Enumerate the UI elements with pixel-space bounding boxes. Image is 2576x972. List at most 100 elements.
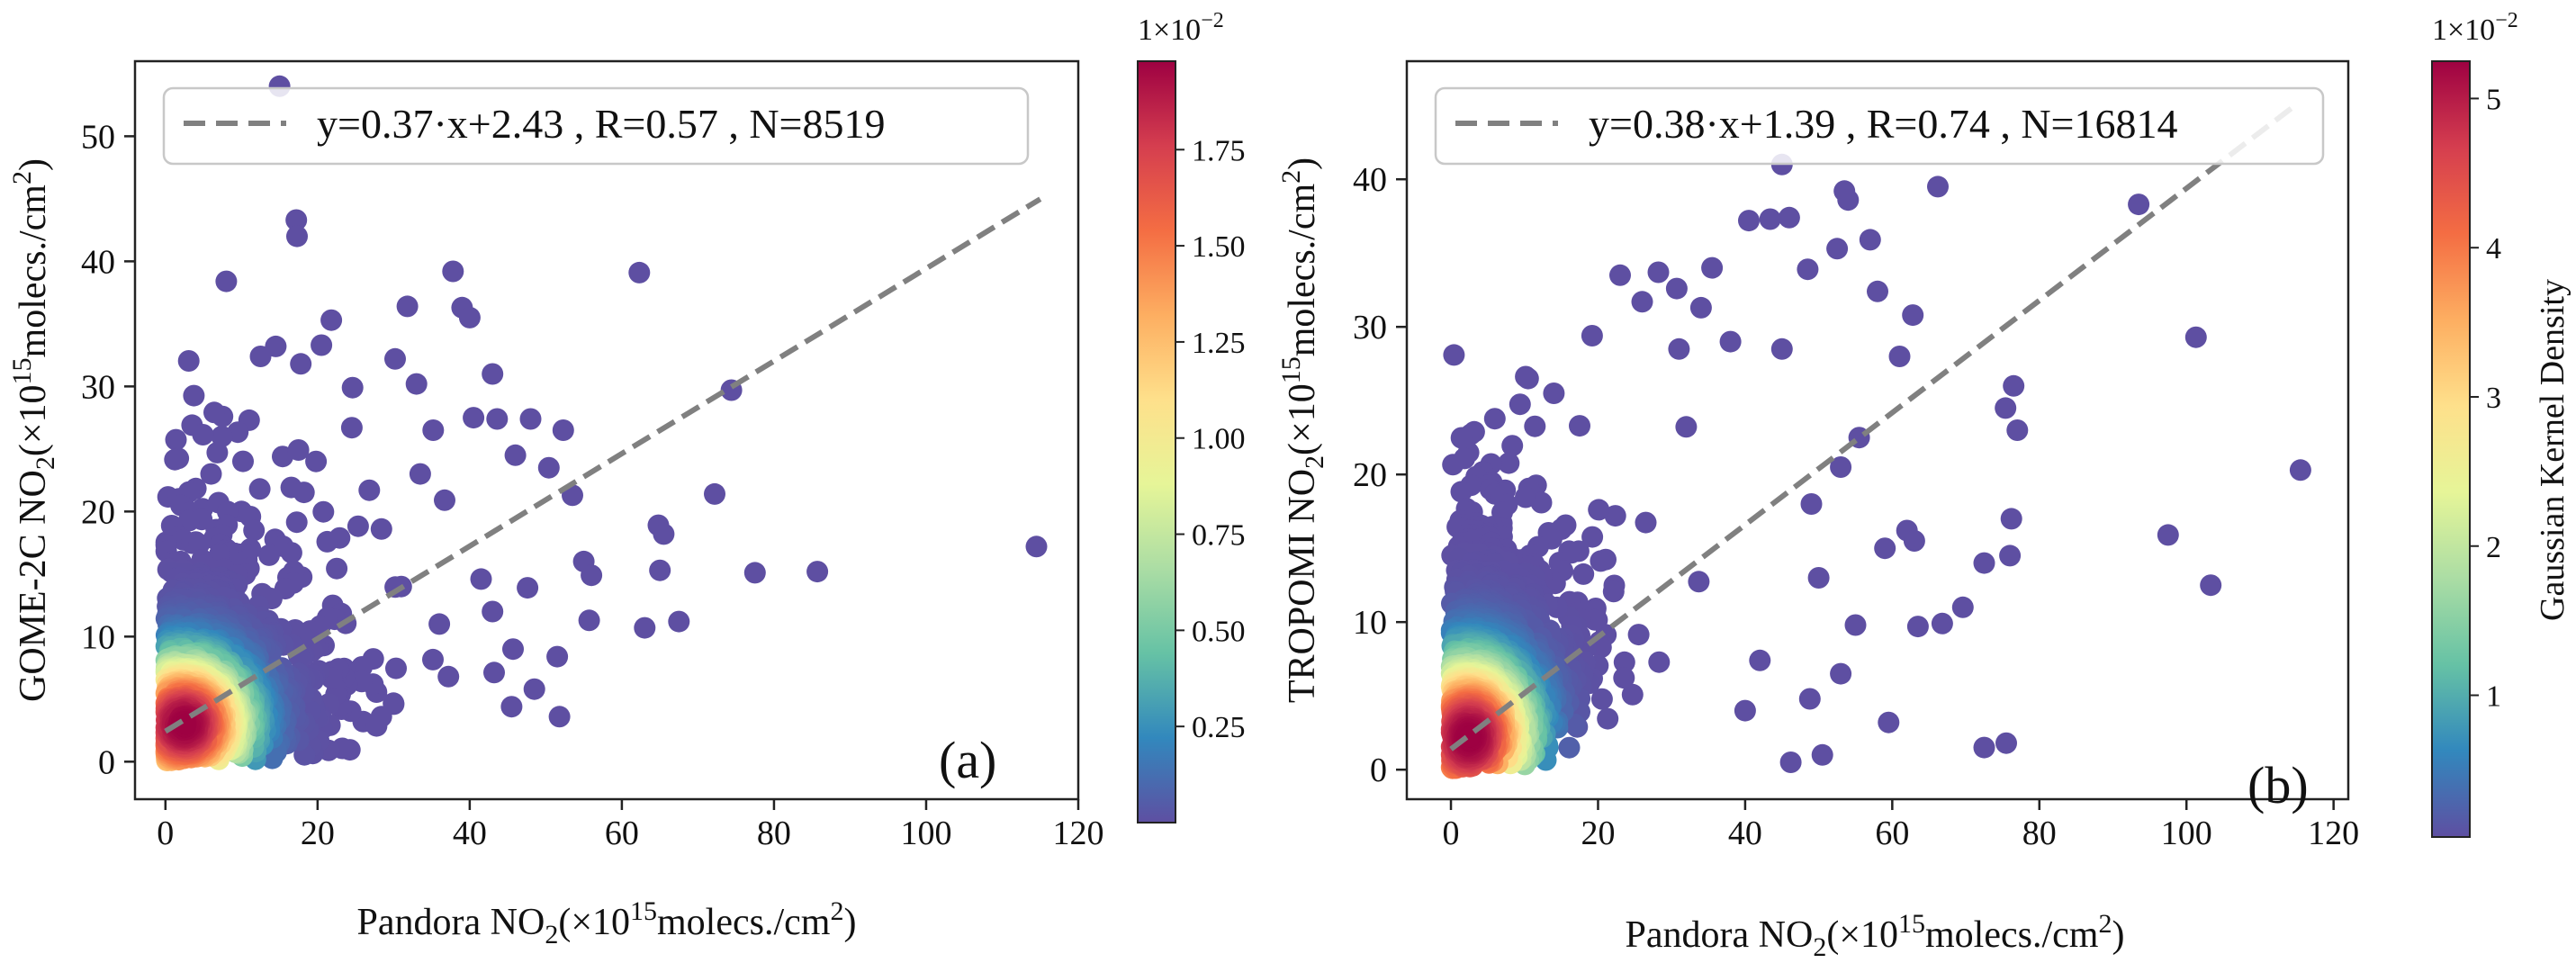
data-point xyxy=(396,295,419,318)
panel-a-x-axis: 0 20 40 60 80 100 120 xyxy=(157,799,1104,852)
colorbar-tick-label: 1 xyxy=(2486,680,2501,714)
panel-a-legend: y=0.37·x+2.43 , R=0.57 , N=8519 xyxy=(162,86,1030,166)
data-point xyxy=(320,309,343,331)
data-point xyxy=(1501,435,1524,457)
colorbar-tick-label: 0.75 xyxy=(1192,519,1246,553)
data-point xyxy=(1931,612,1953,634)
colorbar-tick-label: 0.25 xyxy=(1192,711,1246,744)
data-point xyxy=(1798,688,1821,710)
data-point xyxy=(548,706,571,728)
data-point xyxy=(1442,454,1464,476)
data-point xyxy=(1581,526,1604,548)
data-point xyxy=(1973,736,1995,759)
data-point xyxy=(517,577,539,599)
x-tick-label: 60 xyxy=(1875,814,1909,852)
data-point xyxy=(2184,326,2207,348)
data-point xyxy=(1604,505,1626,527)
colorbar-tick-label: 5 xyxy=(2486,83,2501,116)
colorbar-a-exponent: 1×10−2 xyxy=(1138,9,1224,47)
data-point xyxy=(653,523,675,545)
panel-a-label: (a) xyxy=(939,731,996,789)
data-point xyxy=(1647,261,1670,284)
data-point xyxy=(285,511,308,534)
data-point xyxy=(581,564,603,587)
y-tick-label: 10 xyxy=(81,618,115,656)
data-point xyxy=(211,425,233,447)
data-point xyxy=(1874,537,1896,560)
data-point xyxy=(203,401,225,424)
data-point xyxy=(628,261,651,284)
data-point xyxy=(1588,499,1610,521)
data-point xyxy=(206,441,229,464)
data-point xyxy=(422,419,445,441)
data-point xyxy=(668,610,690,633)
panel-b-fit-line xyxy=(1449,102,2299,752)
data-point xyxy=(384,347,406,370)
data-point xyxy=(1811,743,1833,766)
y-tick-label: 30 xyxy=(1353,309,1387,346)
data-point xyxy=(428,613,451,635)
data-point xyxy=(2006,419,2029,441)
data-point xyxy=(1797,258,1819,281)
data-point xyxy=(1738,210,1760,232)
y-tick-label: 50 xyxy=(81,118,115,156)
x-tick-label: 80 xyxy=(757,814,791,852)
data-point xyxy=(1581,325,1603,346)
data-point xyxy=(285,209,308,231)
colorbar-b-bar xyxy=(2431,60,2471,838)
data-point xyxy=(2003,374,2025,397)
y-tick-label: 20 xyxy=(81,493,115,531)
data-point xyxy=(1590,550,1612,572)
y-tick-label: 40 xyxy=(81,243,115,281)
panel-a-scatter xyxy=(155,75,1048,771)
data-point xyxy=(1627,624,1650,646)
panel-b-legend-text: y=0.38·x+1.39 , R=0.74 , N=16814 xyxy=(1589,101,2178,147)
data-point xyxy=(249,346,272,367)
data-point xyxy=(1609,264,1631,286)
data-point xyxy=(1621,683,1644,706)
data-point xyxy=(1597,707,1619,730)
data-point xyxy=(500,696,523,718)
data-point xyxy=(2289,459,2311,482)
data-point xyxy=(1927,176,1949,198)
data-point xyxy=(422,648,444,670)
data-point xyxy=(1675,416,1698,438)
data-point xyxy=(1569,415,1590,437)
data-point xyxy=(482,363,504,385)
data-point xyxy=(316,530,338,553)
y-tick-label: 10 xyxy=(1353,604,1387,642)
data-point xyxy=(1443,344,1465,366)
colorbar-a-bar xyxy=(1137,60,1176,824)
data-point xyxy=(504,444,527,466)
panel-a-frame xyxy=(133,59,1080,801)
data-point xyxy=(2128,194,2150,216)
panel-a-x-label: Pandora NO2(×1015molecs./cm2) xyxy=(357,896,857,950)
data-point xyxy=(1572,562,1595,585)
data-point xyxy=(1951,596,1974,618)
data-point xyxy=(1613,651,1635,673)
colorbar-tick-label: 1.25 xyxy=(1192,327,1246,360)
panel-a-legend-text: y=0.37·x+2.43 , R=0.57 , N=8519 xyxy=(317,101,886,147)
data-point xyxy=(265,335,287,357)
panel-b-legend: y=0.38·x+1.39 , R=0.74 , N=16814 xyxy=(1434,86,2325,166)
x-tick-label: 0 xyxy=(1443,814,1460,852)
panel-a-fit-line xyxy=(164,196,1042,734)
data-point xyxy=(463,407,485,429)
x-tick-label: 60 xyxy=(605,814,639,852)
data-point xyxy=(483,662,505,684)
panel-b-y-axis: 0 10 20 30 40 xyxy=(1353,161,1407,789)
x-tick-label: 80 xyxy=(2022,814,2057,852)
data-point xyxy=(183,384,205,407)
data-point xyxy=(312,500,335,523)
x-tick-label: 120 xyxy=(2308,814,2359,852)
data-point xyxy=(311,334,333,356)
data-point xyxy=(340,417,363,439)
data-point xyxy=(1906,616,1929,638)
data-point xyxy=(1973,552,1995,574)
data-point xyxy=(1025,536,1048,558)
colorbar-b-label: Gaussian Kernel Density xyxy=(2534,279,2571,621)
data-point xyxy=(1859,229,1881,251)
data-point xyxy=(290,353,312,375)
panel-b: 0 20 40 60 80 100 120 0 10 20 30 40 y=0.38·x+1.39 … xyxy=(1276,59,2359,962)
panel-b-x-label: Pandora NO2(×1015molecs./cm2) xyxy=(1626,909,2125,962)
